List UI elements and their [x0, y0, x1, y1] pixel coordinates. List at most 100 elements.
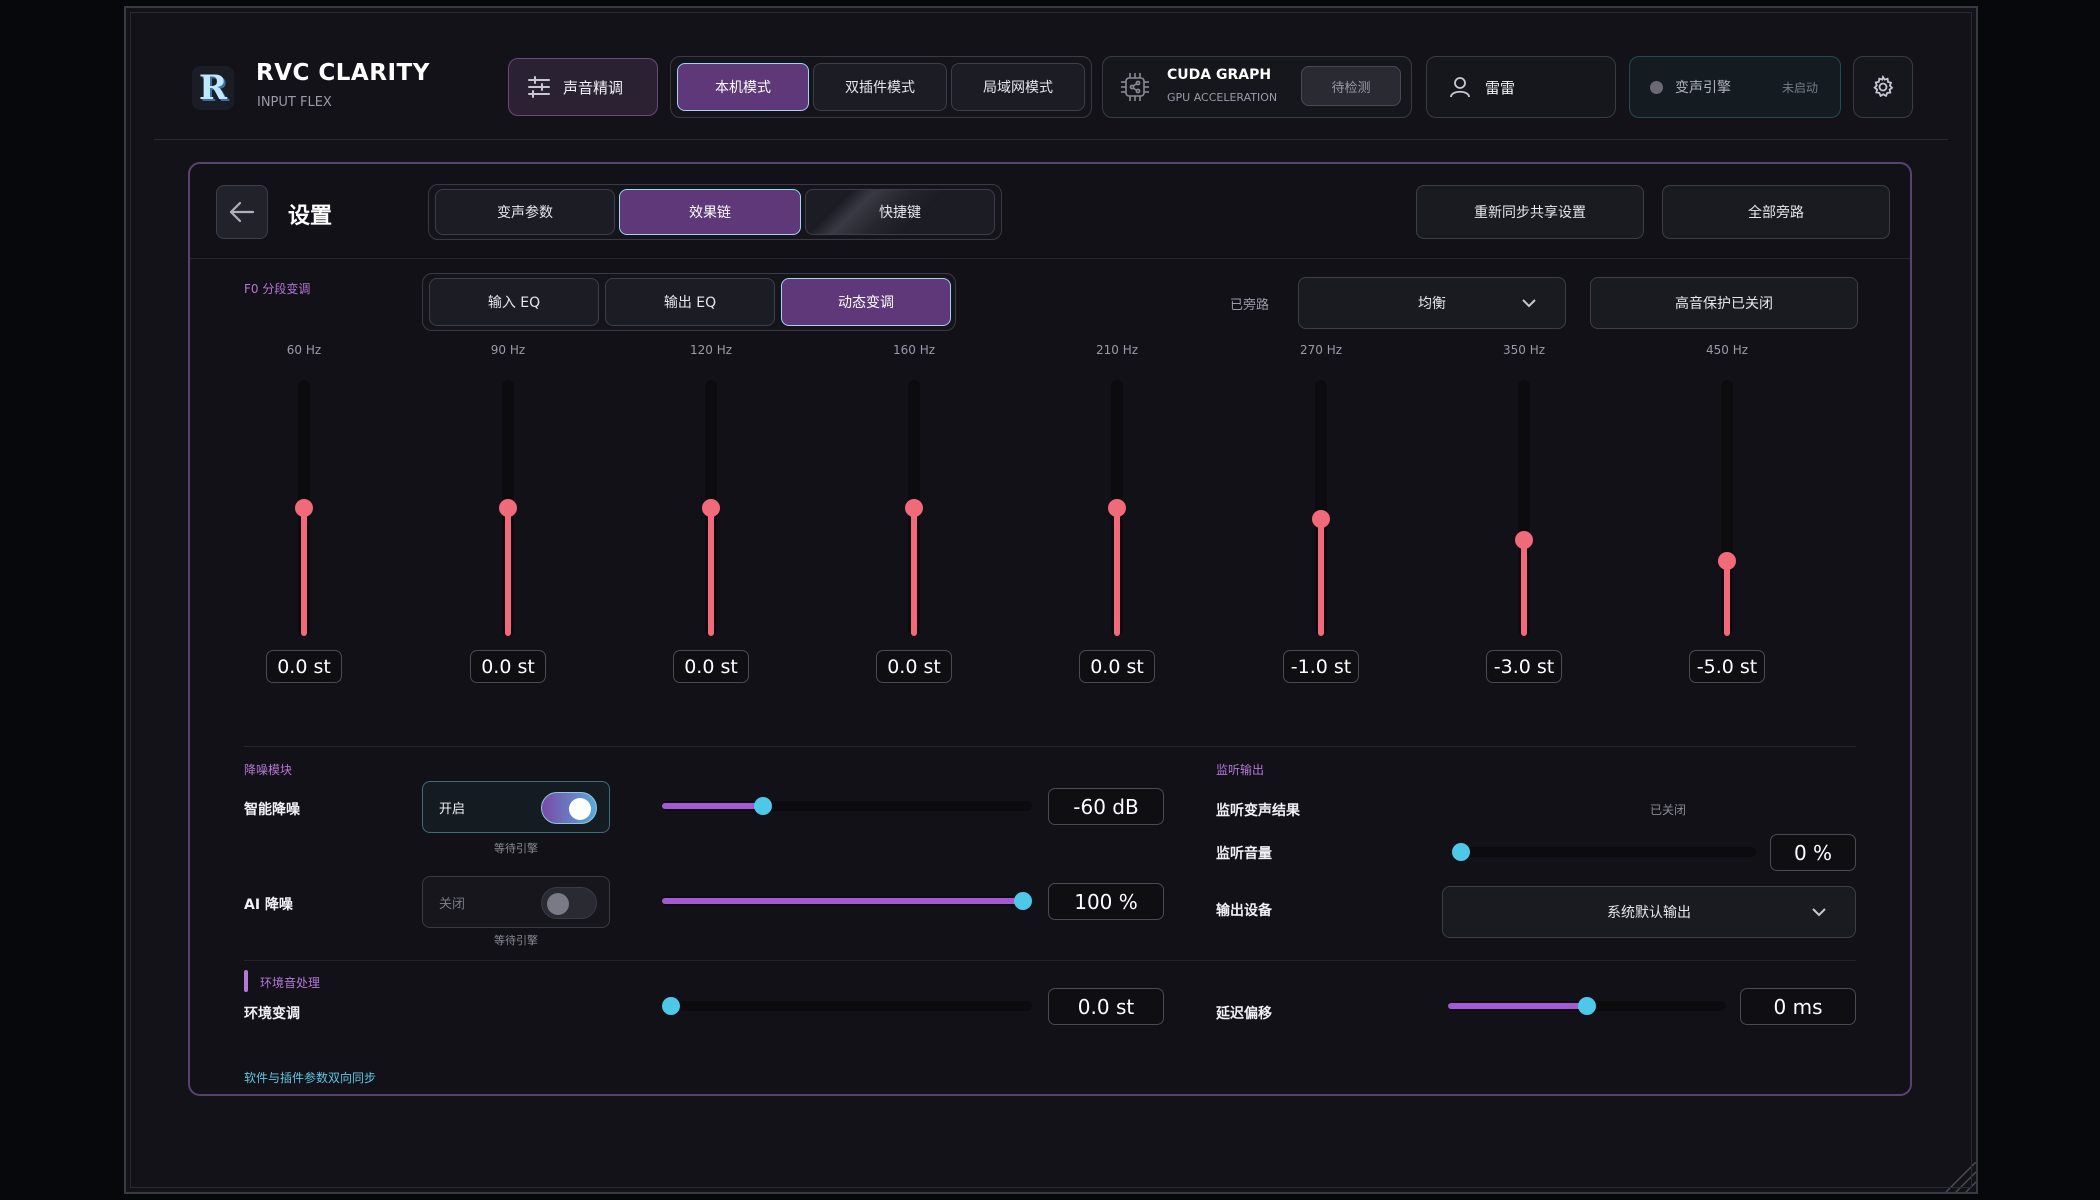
voice-tune-button[interactable]: 声音精调 [508, 58, 658, 116]
settings-tabs: 变声参数 效果链 快捷键 [428, 184, 1002, 240]
eq-preset-select[interactable]: 均衡 [1298, 277, 1566, 329]
cuda-detect-button[interactable]: 待检测 [1301, 66, 1401, 106]
mode-switcher: 本机模式 双插件模式 局域网模式 [670, 56, 1092, 118]
eq-band-frequency: 60 Hz [286, 343, 322, 357]
user-name: 雷雷 [1485, 78, 1516, 97]
eq-band-thumb[interactable] [1312, 510, 1330, 528]
eq-band-fill [708, 508, 714, 636]
eq-band-slider[interactable] [499, 380, 517, 636]
sliders-icon [528, 76, 550, 98]
divider [244, 960, 1856, 961]
mode-local-button[interactable]: 本机模式 [677, 63, 809, 111]
high-protect-button[interactable]: 高音保护已关闭 [1590, 277, 1858, 329]
eq-band-slider[interactable] [1515, 380, 1533, 636]
eq-band-value[interactable]: 0.0 st [1079, 650, 1155, 683]
eq-band-value[interactable]: 0.0 st [470, 650, 546, 683]
eq-band-slider[interactable] [702, 380, 720, 636]
eq-band-thumb[interactable] [295, 499, 313, 517]
delay-offset-slider-thumb[interactable] [1578, 997, 1596, 1015]
tab-hotkeys[interactable]: 快捷键 [805, 189, 995, 235]
smart-noise-value: -60 dB [1048, 788, 1164, 825]
eq-band: 90 Hz 0.0 st [448, 340, 568, 683]
smart-noise-slider-thumb[interactable] [754, 797, 772, 815]
ai-noise-slider-thumb[interactable] [1014, 892, 1032, 910]
eq-band-frequency: 120 Hz [689, 343, 733, 357]
monitor-volume-value: 0 % [1770, 834, 1856, 871]
ambient-pitch-slider[interactable] [662, 997, 1032, 1015]
corner-decoration [1945, 1162, 1976, 1192]
ambient-accent-bar [244, 970, 248, 992]
smart-noise-label: 智能降噪 [244, 802, 300, 818]
voice-tune-label: 声音精调 [563, 78, 624, 97]
eq-band-thumb[interactable] [1718, 552, 1736, 570]
tab-voice-params[interactable]: 变声参数 [435, 189, 615, 235]
eq-band: 270 Hz -1.0 st [1261, 340, 1381, 683]
gear-icon [1873, 75, 1894, 98]
eq-band-value[interactable]: 0.0 st [876, 650, 952, 683]
divider [244, 746, 1856, 747]
eq-band-thumb[interactable] [499, 499, 517, 517]
monitor-result-label: 监听变声结果 [1216, 803, 1300, 819]
ambient-pitch-label: 环境变调 [244, 1006, 300, 1022]
eq-band-value[interactable]: -3.0 st [1486, 650, 1562, 683]
ambient-pitch-value: 0.0 st [1048, 988, 1164, 1025]
smart-noise-slider[interactable] [662, 797, 1032, 815]
ambient-pitch-slider-thumb[interactable] [662, 997, 680, 1015]
delay-offset-slider[interactable] [1448, 997, 1726, 1015]
eq-band-thumb[interactable] [1515, 531, 1533, 549]
monitor-volume-slider[interactable] [1452, 843, 1756, 861]
tab-effects-chain[interactable]: 效果链 [619, 189, 801, 235]
output-device-select[interactable]: 系统默认输出 [1442, 886, 1856, 938]
back-button[interactable] [216, 185, 268, 239]
subtab-dynamic-pitch[interactable]: 动态变调 [781, 278, 951, 326]
resync-shared-button[interactable]: 重新同步共享设置 [1416, 185, 1644, 239]
chip-icon [1121, 73, 1149, 101]
mode-dual-plugin-button[interactable]: 双插件模式 [813, 63, 947, 111]
eq-band: 120 Hz 0.0 st [651, 340, 771, 683]
eq-band-value[interactable]: 0.0 st [266, 650, 342, 683]
monitor-volume-slider-thumb[interactable] [1452, 843, 1470, 861]
ai-noise-slider[interactable] [662, 892, 1032, 910]
eq-band-value[interactable]: -5.0 st [1689, 650, 1765, 683]
subtab-output-eq[interactable]: 输出 EQ [605, 278, 775, 326]
ambient-section-label: 环境音处理 [260, 976, 321, 990]
cuda-graph-panel: CUDA GRAPH GPU ACCELERATION 待检测 [1102, 56, 1412, 118]
arrow-left-icon [229, 201, 255, 223]
eq-band-slider[interactable] [1108, 380, 1126, 636]
smart-noise-switch[interactable] [541, 792, 597, 824]
eq-band-slider[interactable] [905, 380, 923, 636]
smart-noise-toggle[interactable]: 开启 [422, 781, 610, 833]
bypass-status: 已旁路 [1230, 298, 1270, 313]
eq-band-slider[interactable] [1312, 380, 1330, 636]
eq-band-thumb[interactable] [702, 499, 720, 517]
output-device-label: 输出设备 [1216, 903, 1272, 919]
eq-band: 450 Hz -5.0 st [1667, 340, 1787, 683]
eq-band-frequency: 210 Hz [1095, 343, 1139, 357]
eq-band-fill [1521, 540, 1527, 636]
eq-band-frequency: 160 Hz [892, 343, 936, 357]
ai-noise-switch[interactable] [541, 887, 597, 919]
monitor-result-value: 已关闭 [1650, 803, 1687, 817]
eq-band-thumb[interactable] [1108, 499, 1126, 517]
eq-band-fill [1318, 519, 1324, 636]
eq-band-value[interactable]: 0.0 st [673, 650, 749, 683]
engine-status-dot [1650, 80, 1663, 94]
app-logo: R [192, 66, 234, 110]
ai-noise-toggle[interactable]: 关闭 [422, 876, 610, 928]
ai-noise-label: AI 降噪 [244, 897, 293, 913]
user-account-button[interactable]: 雷雷 [1426, 56, 1616, 118]
subtab-input-eq[interactable]: 输入 EQ [429, 278, 599, 326]
page-title: 设置 [288, 204, 333, 229]
delay-offset-label: 延迟偏移 [1216, 1006, 1272, 1022]
eq-band-slider[interactable] [295, 380, 313, 636]
settings-button[interactable] [1853, 56, 1913, 118]
sync-note: 软件与插件参数双向同步 [244, 1071, 377, 1085]
eq-band-thumb[interactable] [905, 499, 923, 517]
eq-band-value[interactable]: -1.0 st [1283, 650, 1359, 683]
bypass-all-button[interactable]: 全部旁路 [1662, 185, 1890, 239]
ai-noise-value: 100 % [1048, 883, 1164, 920]
voice-engine-status[interactable]: 变声引擎 未启动 [1629, 56, 1841, 118]
mode-lan-button[interactable]: 局域网模式 [951, 63, 1085, 111]
eq-band-slider[interactable] [1718, 380, 1736, 636]
delay-offset-value: 0 ms [1740, 988, 1856, 1025]
